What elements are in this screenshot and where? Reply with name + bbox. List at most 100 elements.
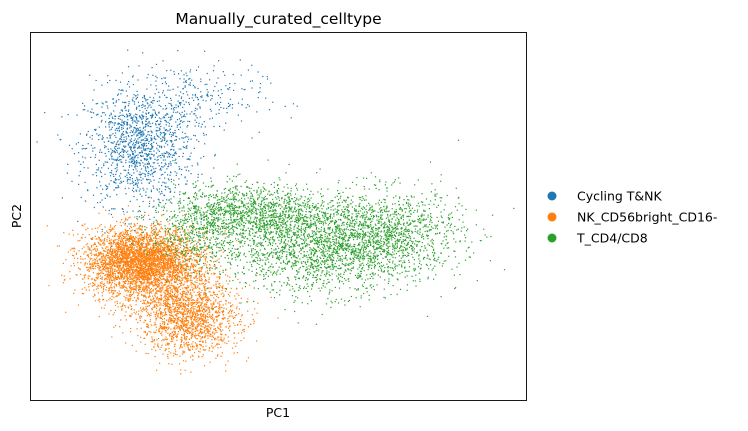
data-point	[142, 272, 144, 274]
data-point	[147, 274, 149, 276]
data-point	[117, 143, 119, 146]
data-point	[166, 151, 168, 153]
data-point	[161, 166, 163, 168]
data-point	[111, 273, 114, 275]
data-point	[126, 259, 128, 261]
data-point	[134, 270, 136, 273]
data-point	[110, 278, 112, 280]
data-point	[123, 233, 125, 235]
data-point	[144, 237, 146, 239]
data-point	[46, 225, 48, 227]
data-point	[187, 271, 189, 273]
data-point	[156, 233, 158, 235]
data-point	[143, 149, 145, 152]
data-point	[146, 323, 149, 325]
data-point	[178, 148, 180, 150]
data-point	[168, 259, 170, 261]
data-point	[120, 136, 122, 138]
data-point	[149, 257, 151, 259]
data-point	[165, 244, 167, 246]
data-point	[205, 289, 207, 292]
data-point	[73, 247, 75, 249]
data-point	[156, 280, 158, 283]
data-point	[122, 141, 124, 143]
data-point	[150, 277, 152, 279]
data-point	[122, 261, 124, 263]
data-point	[99, 134, 101, 136]
data-point	[204, 288, 206, 290]
data-point	[152, 114, 154, 117]
data-point	[105, 121, 107, 123]
data-point	[180, 228, 182, 230]
data-point	[135, 161, 137, 163]
data-point	[127, 219, 129, 221]
data-point	[143, 270, 145, 272]
data-point	[131, 289, 133, 291]
data-point	[170, 172, 172, 174]
data-point	[236, 293, 238, 295]
data-point	[185, 146, 187, 148]
data-point	[164, 308, 166, 310]
data-point	[158, 136, 160, 138]
data-point	[151, 233, 153, 235]
data-point	[153, 136, 156, 138]
data-point	[248, 105, 250, 107]
data-point	[146, 227, 148, 229]
data-point	[166, 70, 168, 72]
data-point	[164, 318, 166, 320]
data-point	[132, 162, 134, 165]
data-point	[167, 250, 170, 252]
data-point	[132, 160, 134, 163]
data-point	[61, 116, 63, 118]
data-point	[129, 244, 131, 246]
data-point	[89, 283, 92, 285]
data-point	[151, 228, 153, 230]
data-point	[189, 255, 191, 258]
data-point	[140, 254, 142, 257]
data-point	[179, 193, 181, 196]
data-point	[192, 248, 194, 250]
data-point	[89, 252, 91, 254]
data-point	[122, 208, 124, 210]
data-point	[123, 136, 125, 138]
data-point	[120, 232, 122, 234]
data-point	[127, 246, 129, 248]
data-point	[115, 254, 118, 256]
data-point	[127, 66, 130, 68]
data-point	[108, 280, 111, 282]
data-point	[161, 290, 163, 292]
data-point	[177, 254, 179, 256]
data-point	[155, 288, 157, 291]
data-point	[150, 101, 152, 103]
data-point	[150, 197, 152, 199]
data-point	[104, 274, 106, 276]
data-point	[203, 308, 206, 310]
data-point	[119, 302, 121, 304]
data-point	[89, 111, 92, 113]
data-point	[172, 252, 174, 254]
data-point	[155, 224, 157, 227]
data-point	[147, 250, 149, 252]
data-point	[172, 305, 174, 307]
data-point	[156, 100, 158, 102]
data-point	[160, 105, 162, 107]
data-point	[84, 264, 86, 266]
data-point	[152, 245, 154, 247]
data-point	[71, 247, 73, 249]
data-point	[171, 114, 173, 116]
data-point	[193, 269, 195, 272]
data-point	[109, 172, 111, 174]
data-point	[130, 264, 132, 266]
data-point	[150, 257, 152, 259]
data-point	[181, 237, 183, 239]
data-point	[131, 99, 133, 101]
data-point	[194, 328, 197, 330]
data-point	[180, 283, 182, 285]
data-point	[108, 272, 110, 274]
data-point	[151, 122, 154, 124]
data-point	[160, 346, 162, 348]
data-point	[84, 287, 86, 289]
data-point	[154, 258, 156, 260]
data-point	[206, 261, 208, 263]
data-point	[182, 152, 184, 154]
